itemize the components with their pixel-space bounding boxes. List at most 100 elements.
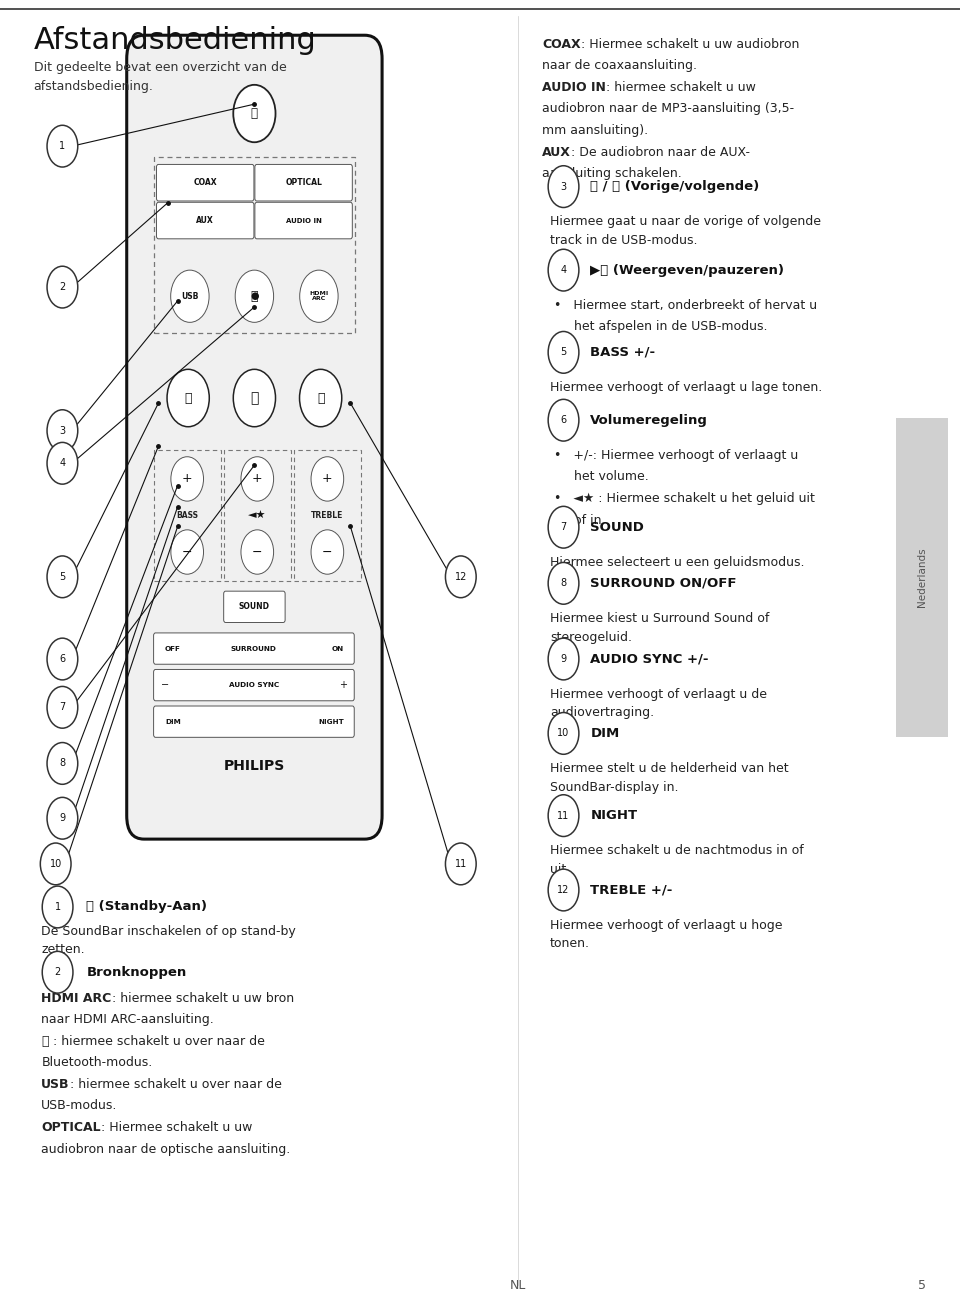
Text: : hiermee schakelt u over naar de: : hiermee schakelt u over naar de (49, 1035, 265, 1048)
Text: 8: 8 (561, 578, 566, 589)
Circle shape (548, 506, 579, 548)
Text: 5: 5 (60, 572, 65, 582)
Text: −: − (323, 545, 332, 559)
Text: : Hiermee schakelt u uw: : Hiermee schakelt u uw (101, 1121, 252, 1134)
FancyBboxPatch shape (154, 669, 354, 701)
Circle shape (548, 562, 579, 604)
Text: ⓘ (Standby-Aan): ⓘ (Standby-Aan) (86, 900, 207, 914)
Text: ⓑ: ⓑ (41, 1035, 49, 1048)
Text: 9: 9 (561, 654, 566, 664)
Text: ⏯: ⏯ (251, 392, 258, 405)
Text: ⏮ / ⏭ (Vorige/volgende): ⏮ / ⏭ (Vorige/volgende) (590, 180, 759, 193)
Text: Hiermee selecteert u een geluidsmodus.: Hiermee selecteert u een geluidsmodus. (550, 556, 804, 569)
Text: COAX: COAX (193, 179, 217, 187)
Text: 8: 8 (60, 758, 65, 769)
Text: NIGHT: NIGHT (590, 809, 637, 822)
Text: Hiermee kiest u Surround Sound of
stereogeluid.: Hiermee kiest u Surround Sound of stereo… (550, 612, 770, 643)
Text: •   +/-: Hiermee verhoogt of verlaagt u: • +/-: Hiermee verhoogt of verlaagt u (554, 449, 798, 462)
Text: DIM: DIM (165, 719, 180, 724)
Text: •   Hiermee start, onderbreekt of hervat u: • Hiermee start, onderbreekt of hervat u (554, 299, 817, 312)
Text: Afstandsbediening: Afstandsbediening (34, 26, 317, 55)
Text: +: + (181, 472, 193, 485)
Text: ⏭: ⏭ (317, 392, 324, 405)
Circle shape (548, 399, 579, 441)
Text: OFF: OFF (165, 646, 180, 651)
Text: PHILIPS: PHILIPS (224, 760, 285, 773)
Circle shape (548, 638, 579, 680)
Text: TREBLE +/-: TREBLE +/- (590, 883, 673, 897)
Text: naar HDMI ARC-aansluiting.: naar HDMI ARC-aansluiting. (41, 1013, 214, 1026)
Text: SOUND: SOUND (590, 521, 644, 534)
Circle shape (548, 331, 579, 373)
Text: het volume.: het volume. (554, 470, 649, 483)
Text: BASS +/-: BASS +/- (590, 346, 656, 359)
Circle shape (548, 713, 579, 754)
Text: Hiermee verhoogt of verlaagt u lage tonen.: Hiermee verhoogt of verlaagt u lage tone… (550, 381, 823, 394)
Text: Hiermee gaat u naar de vorige of volgende
track in de USB-modus.: Hiermee gaat u naar de vorige of volgend… (550, 215, 821, 247)
Text: NL: NL (510, 1279, 527, 1292)
Circle shape (47, 442, 78, 484)
Text: 4: 4 (561, 265, 566, 275)
Circle shape (311, 530, 344, 574)
Circle shape (167, 369, 209, 427)
Text: USB: USB (181, 292, 199, 300)
Text: OPTICAL: OPTICAL (285, 179, 322, 187)
Text: 12: 12 (558, 885, 569, 895)
Text: 6: 6 (561, 415, 566, 425)
Text: ◄★: ◄★ (248, 510, 267, 521)
Circle shape (47, 125, 78, 167)
Text: : De audiobron naar de AUX-: : De audiobron naar de AUX- (571, 145, 751, 158)
Text: mm aansluiting).: mm aansluiting). (542, 124, 649, 137)
Circle shape (445, 556, 476, 598)
Text: AUDIO IN: AUDIO IN (542, 81, 607, 94)
Text: ▶⏸ (Weergeven/pauzeren): ▶⏸ (Weergeven/pauzeren) (590, 264, 784, 277)
Text: ⏮: ⏮ (184, 392, 192, 405)
Circle shape (40, 843, 71, 885)
Text: Volumeregeling: Volumeregeling (590, 414, 708, 427)
FancyBboxPatch shape (154, 633, 354, 664)
Text: 10: 10 (558, 728, 569, 739)
FancyBboxPatch shape (156, 164, 254, 201)
Circle shape (445, 843, 476, 885)
Circle shape (47, 410, 78, 452)
Text: 3: 3 (561, 181, 566, 192)
Text: −: − (252, 545, 262, 559)
Circle shape (233, 369, 276, 427)
Text: Nederlands: Nederlands (917, 548, 927, 607)
Text: 7: 7 (561, 522, 566, 532)
Circle shape (47, 638, 78, 680)
Text: 3: 3 (60, 425, 65, 436)
Text: 9: 9 (60, 813, 65, 823)
Text: NIGHT: NIGHT (319, 719, 344, 724)
Circle shape (47, 797, 78, 839)
Text: ●: ● (251, 291, 258, 301)
Text: 11: 11 (558, 810, 569, 821)
Text: •   ◄★ : Hiermee schakelt u het geluid uit: • ◄★ : Hiermee schakelt u het geluid uit (554, 492, 815, 505)
Text: audiobron naar de optische aansluiting.: audiobron naar de optische aansluiting. (41, 1143, 291, 1155)
Circle shape (47, 686, 78, 728)
Text: AUDIO SYNC: AUDIO SYNC (228, 683, 279, 688)
Text: −: − (182, 545, 192, 559)
Circle shape (548, 166, 579, 207)
Circle shape (47, 556, 78, 598)
Circle shape (233, 85, 276, 142)
Text: Bluetooth-modus.: Bluetooth-modus. (41, 1057, 153, 1069)
Text: : hiermee schakelt u over naar de: : hiermee schakelt u over naar de (70, 1078, 281, 1091)
Text: De SoundBar inschakelen of op stand-by
zetten.: De SoundBar inschakelen of op stand-by z… (41, 925, 296, 957)
FancyBboxPatch shape (224, 591, 285, 622)
Text: USB: USB (41, 1078, 70, 1091)
Text: Hiermee verhoogt of verlaagt u de
audiovertraging.: Hiermee verhoogt of verlaagt u de audiov… (550, 688, 767, 719)
Text: 7: 7 (60, 702, 65, 713)
Text: 1: 1 (55, 902, 60, 912)
Text: TREBLE: TREBLE (311, 512, 344, 519)
Circle shape (42, 886, 73, 928)
Text: AUDIO IN: AUDIO IN (286, 218, 322, 223)
Text: Bronknoppen: Bronknoppen (86, 966, 186, 979)
Circle shape (300, 369, 342, 427)
Circle shape (311, 457, 344, 501)
Text: 2: 2 (60, 282, 65, 292)
Text: ⦿: ⦿ (251, 290, 258, 303)
Text: 12: 12 (455, 572, 467, 582)
Text: COAX: COAX (542, 38, 581, 51)
Text: het afspelen in de USB-modus.: het afspelen in de USB-modus. (554, 320, 767, 333)
